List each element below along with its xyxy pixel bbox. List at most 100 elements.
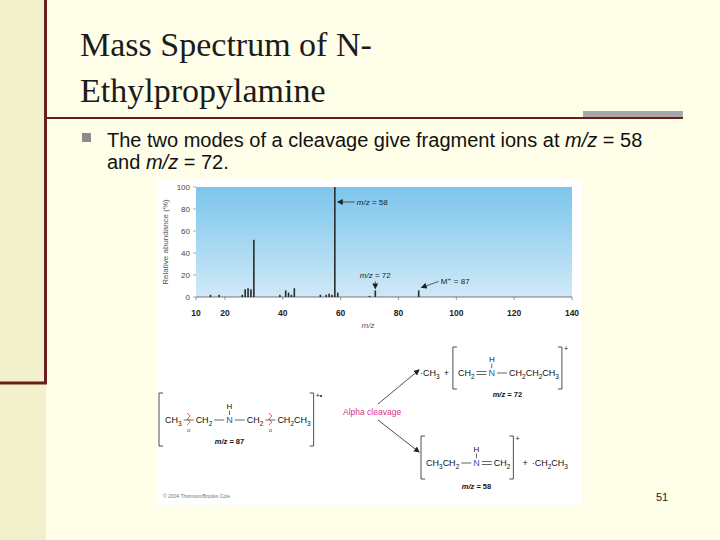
bracket <box>310 393 314 446</box>
formula-part: ·CH <box>532 458 548 468</box>
cleavage-mark <box>269 413 272 425</box>
nitrogen: N <box>226 415 233 425</box>
text-part: = 87 <box>227 437 244 446</box>
italic-part: m/z <box>360 271 373 280</box>
charge: + <box>515 435 519 442</box>
bond <box>491 364 492 369</box>
peak <box>210 295 212 297</box>
peak <box>418 290 420 297</box>
peak <box>244 289 246 297</box>
x-tick-label: 20 <box>220 308 230 318</box>
x-tick <box>398 297 399 300</box>
bond <box>461 463 471 464</box>
formula-part: CH <box>443 458 456 468</box>
radical: ·CH2CH3 <box>532 458 569 470</box>
plus: + <box>444 368 449 378</box>
x-tick-label: 100 <box>449 308 463 318</box>
text-part: = 58 <box>474 482 491 491</box>
formula-part: N <box>489 368 496 378</box>
arrow-label: Alpha cleavage <box>343 407 401 417</box>
group: CH2CH3 <box>277 415 311 427</box>
x-tick <box>224 297 225 300</box>
annotation: m/z = 58 <box>357 198 388 207</box>
bond <box>477 371 487 372</box>
subscript: 3 <box>436 373 440 380</box>
x-tick-label: 40 <box>278 308 288 318</box>
annotation-arrow <box>375 281 376 288</box>
y-tick <box>193 253 196 254</box>
peak <box>285 290 287 297</box>
italic-part: m/z <box>215 437 228 446</box>
figure-background <box>157 179 582 505</box>
hydrogen: H <box>489 355 495 364</box>
radical: ·CH3 <box>420 368 440 380</box>
side-rule <box>44 0 47 384</box>
y-tick <box>193 231 196 232</box>
formula-part: CH <box>551 458 564 468</box>
peak <box>331 295 333 297</box>
title-bar <box>583 111 683 117</box>
text-part: = 58 <box>370 198 389 207</box>
bond <box>229 411 230 416</box>
charge: +• <box>316 392 323 399</box>
formula-part: CH <box>542 368 555 378</box>
formula-part: CH <box>294 415 307 425</box>
x-tick-label: 120 <box>507 308 521 318</box>
group: CH3 <box>165 415 182 427</box>
formula-part: CH <box>277 415 290 425</box>
annotation: M⁺ = 87 <box>441 277 470 286</box>
italic-part: m/z <box>146 151 178 173</box>
x-tick <box>282 297 283 300</box>
x-tick <box>572 297 573 300</box>
alpha-label: α <box>187 427 191 433</box>
y-tick <box>193 187 196 188</box>
y-axis-label: Relative abundance (%) <box>161 199 170 285</box>
peak <box>320 295 322 297</box>
mass-label: m/z = 87 <box>215 437 244 446</box>
plot-area <box>196 187 572 297</box>
italic-part: m/z <box>462 482 475 491</box>
copyright: © 2004 Thomson/Brooks Cole <box>163 493 230 499</box>
cleavage-mark <box>187 413 190 425</box>
x-axis-label: m/z <box>362 321 375 330</box>
group: CH2 <box>247 415 264 427</box>
formula-part: CH <box>494 458 507 468</box>
italic-part: m/z <box>565 129 597 151</box>
y-tick-label: 80 <box>181 205 190 214</box>
peak <box>218 295 220 297</box>
peak <box>334 187 336 297</box>
peak <box>279 295 281 297</box>
bond <box>235 420 245 421</box>
subscript: 3 <box>555 373 559 380</box>
group: CH2 <box>196 415 213 427</box>
slide: {"slide": {"title": "Mass Spectrum of N-… <box>0 0 720 540</box>
text-part: = 72 <box>373 271 392 280</box>
bullet-text: The two modes of a cleavage give fragmen… <box>107 129 667 173</box>
side-rule <box>0 382 47 385</box>
hydrogen: H <box>474 445 480 454</box>
x-axis <box>196 297 572 298</box>
formula-part: CH <box>165 415 178 425</box>
bond <box>497 373 507 374</box>
italic-part: m/z <box>357 198 370 207</box>
peak <box>294 288 296 297</box>
annotation-arrow <box>338 202 355 203</box>
y-tick-label: 0 <box>186 293 191 302</box>
group: CH2CH2CH3 <box>509 368 559 380</box>
bracket <box>509 436 513 479</box>
alpha-label: α <box>269 427 273 433</box>
y-tick-label: 40 <box>181 249 190 258</box>
formula-part: CH <box>247 415 260 425</box>
peak <box>369 296 371 297</box>
italic-part: m/z <box>362 321 375 330</box>
subscript: 2 <box>507 463 511 470</box>
x-tick <box>196 297 197 300</box>
peak <box>288 293 290 297</box>
bracket <box>421 436 425 479</box>
formula-part: N <box>226 415 233 425</box>
peak <box>375 290 377 297</box>
peak <box>250 289 252 297</box>
subscript: 2 <box>209 420 213 427</box>
text-part: = 72 <box>505 390 522 399</box>
reaction-arrow <box>378 370 419 404</box>
